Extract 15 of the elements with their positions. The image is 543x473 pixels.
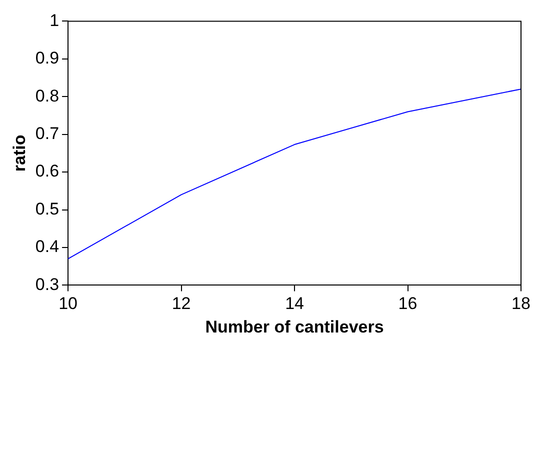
- x-tick-label: 16: [398, 294, 418, 314]
- x-tick-label: 14: [285, 294, 304, 314]
- y-tick-label: 0.6: [35, 162, 60, 181]
- y-tick-label: 0.7: [35, 124, 60, 144]
- y-tick-label: 0.8: [35, 86, 60, 106]
- x-axis-title: Number of cantilevers: [205, 317, 384, 336]
- y-axis-title: ratio: [10, 134, 29, 172]
- x-tick-label: 18: [512, 294, 530, 314]
- y-tick-label: 0.4: [35, 237, 60, 256]
- y-tick-label: 0.5: [35, 199, 60, 218]
- y-tick-label: 1: [50, 10, 60, 30]
- y-tick-label: 0.9: [35, 48, 60, 68]
- x-tick-label: 12: [172, 294, 191, 314]
- x-tick-label: 10: [58, 294, 78, 314]
- y-tick-label: 0.3: [35, 274, 60, 294]
